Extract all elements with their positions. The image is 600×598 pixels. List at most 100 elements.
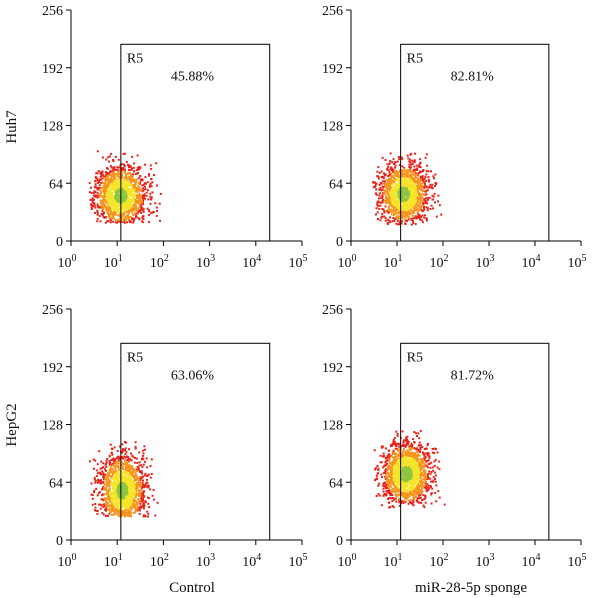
scatter-point <box>127 461 130 463</box>
scatter-point <box>391 194 394 197</box>
scatter-point <box>421 185 424 187</box>
scatter-point <box>108 479 111 482</box>
scatter-point <box>389 505 392 508</box>
scatter-point <box>126 474 129 477</box>
scatter-point <box>401 204 404 207</box>
scatter-point <box>124 508 127 511</box>
scatter-point <box>398 454 401 457</box>
scatter-point <box>420 501 423 504</box>
scatter-point <box>109 174 112 177</box>
scatter-point <box>135 201 138 204</box>
scatter-point <box>419 158 422 161</box>
scatter-point <box>108 495 111 498</box>
scatter-point <box>109 466 112 469</box>
scatter-point <box>99 193 102 196</box>
scatter-point <box>427 198 429 201</box>
scatter-point <box>117 177 120 180</box>
scatter-point <box>403 500 406 502</box>
scatter-point <box>108 155 111 158</box>
scatter-point <box>124 496 127 498</box>
scatter-point <box>419 429 422 432</box>
scatter-point <box>114 168 117 171</box>
scatter-point <box>419 496 422 499</box>
scatter-point <box>411 163 414 165</box>
scatter-point <box>421 200 424 203</box>
scatter-point <box>101 171 104 174</box>
scatter-point <box>386 197 389 200</box>
scatter-point <box>386 477 389 480</box>
scatter-point <box>113 217 116 220</box>
scatter-point <box>395 171 397 174</box>
scatter-point <box>138 493 141 496</box>
scatter-point <box>406 219 409 222</box>
scatter-point <box>111 478 114 481</box>
scatter-point <box>146 510 149 513</box>
scatter-point <box>380 461 383 464</box>
scatter-point <box>106 483 109 486</box>
scatter-point <box>144 185 146 188</box>
scatter-point <box>109 192 112 195</box>
scatter-point <box>384 195 387 198</box>
scatter-point <box>118 184 121 187</box>
scatter-point <box>137 209 140 212</box>
scatter-point <box>423 216 426 219</box>
scatter-point <box>422 470 425 473</box>
scatter-point <box>99 175 102 178</box>
scatter-point <box>391 170 394 173</box>
scatter-point <box>92 467 95 470</box>
scatter-point <box>122 513 125 516</box>
scatter-point <box>413 159 416 162</box>
scatter-point <box>123 165 126 168</box>
scatter-point <box>389 482 392 485</box>
scatter-point <box>384 471 387 474</box>
scatter-point <box>124 468 127 471</box>
scatter-point <box>105 479 108 482</box>
scatter-point <box>108 205 111 208</box>
scatter-point <box>140 472 143 475</box>
scatter-point <box>412 438 415 441</box>
scatter-point <box>424 501 427 504</box>
scatter-point <box>386 480 389 483</box>
scatter-point <box>138 218 141 221</box>
scatter-point <box>443 503 446 506</box>
scatter-point <box>123 152 126 155</box>
scatter-point <box>106 514 109 517</box>
scatter-point <box>102 473 105 476</box>
scatter-point <box>124 449 126 452</box>
scatter-point <box>383 210 386 213</box>
scatter-point <box>128 509 131 512</box>
scatter-point <box>101 209 104 212</box>
scatter-point <box>378 207 381 210</box>
scatter-point <box>125 181 128 184</box>
scatter-point <box>391 196 394 199</box>
scatter-point <box>384 184 387 187</box>
scatter-point <box>394 497 397 500</box>
scatter-point <box>155 214 158 217</box>
scatter-point <box>113 498 115 501</box>
scatter-point <box>389 202 391 205</box>
scatter-point <box>419 175 422 178</box>
scatter-point <box>388 449 390 452</box>
scatter-point <box>138 186 141 189</box>
scatter-point <box>392 449 395 452</box>
scatter-point <box>142 463 145 466</box>
scatter-point <box>133 487 136 490</box>
scatter-point <box>430 480 432 483</box>
scatter-point <box>123 170 126 173</box>
scatter-point <box>149 192 152 195</box>
scatter-point <box>112 510 114 512</box>
scatter-point <box>425 480 428 483</box>
scatter-point <box>423 473 426 476</box>
scatter-point <box>132 474 134 477</box>
scatter-point <box>121 505 124 508</box>
scatter-point <box>434 478 436 480</box>
scatter-point <box>405 438 408 441</box>
scatter-point <box>136 507 139 510</box>
scatter-point <box>88 182 91 185</box>
scatter-point <box>431 480 434 483</box>
scatter-point <box>141 184 144 187</box>
scatter-point <box>134 492 137 495</box>
scatter-point <box>410 442 413 445</box>
scatter-point <box>114 478 117 481</box>
scatter-point <box>425 460 428 463</box>
